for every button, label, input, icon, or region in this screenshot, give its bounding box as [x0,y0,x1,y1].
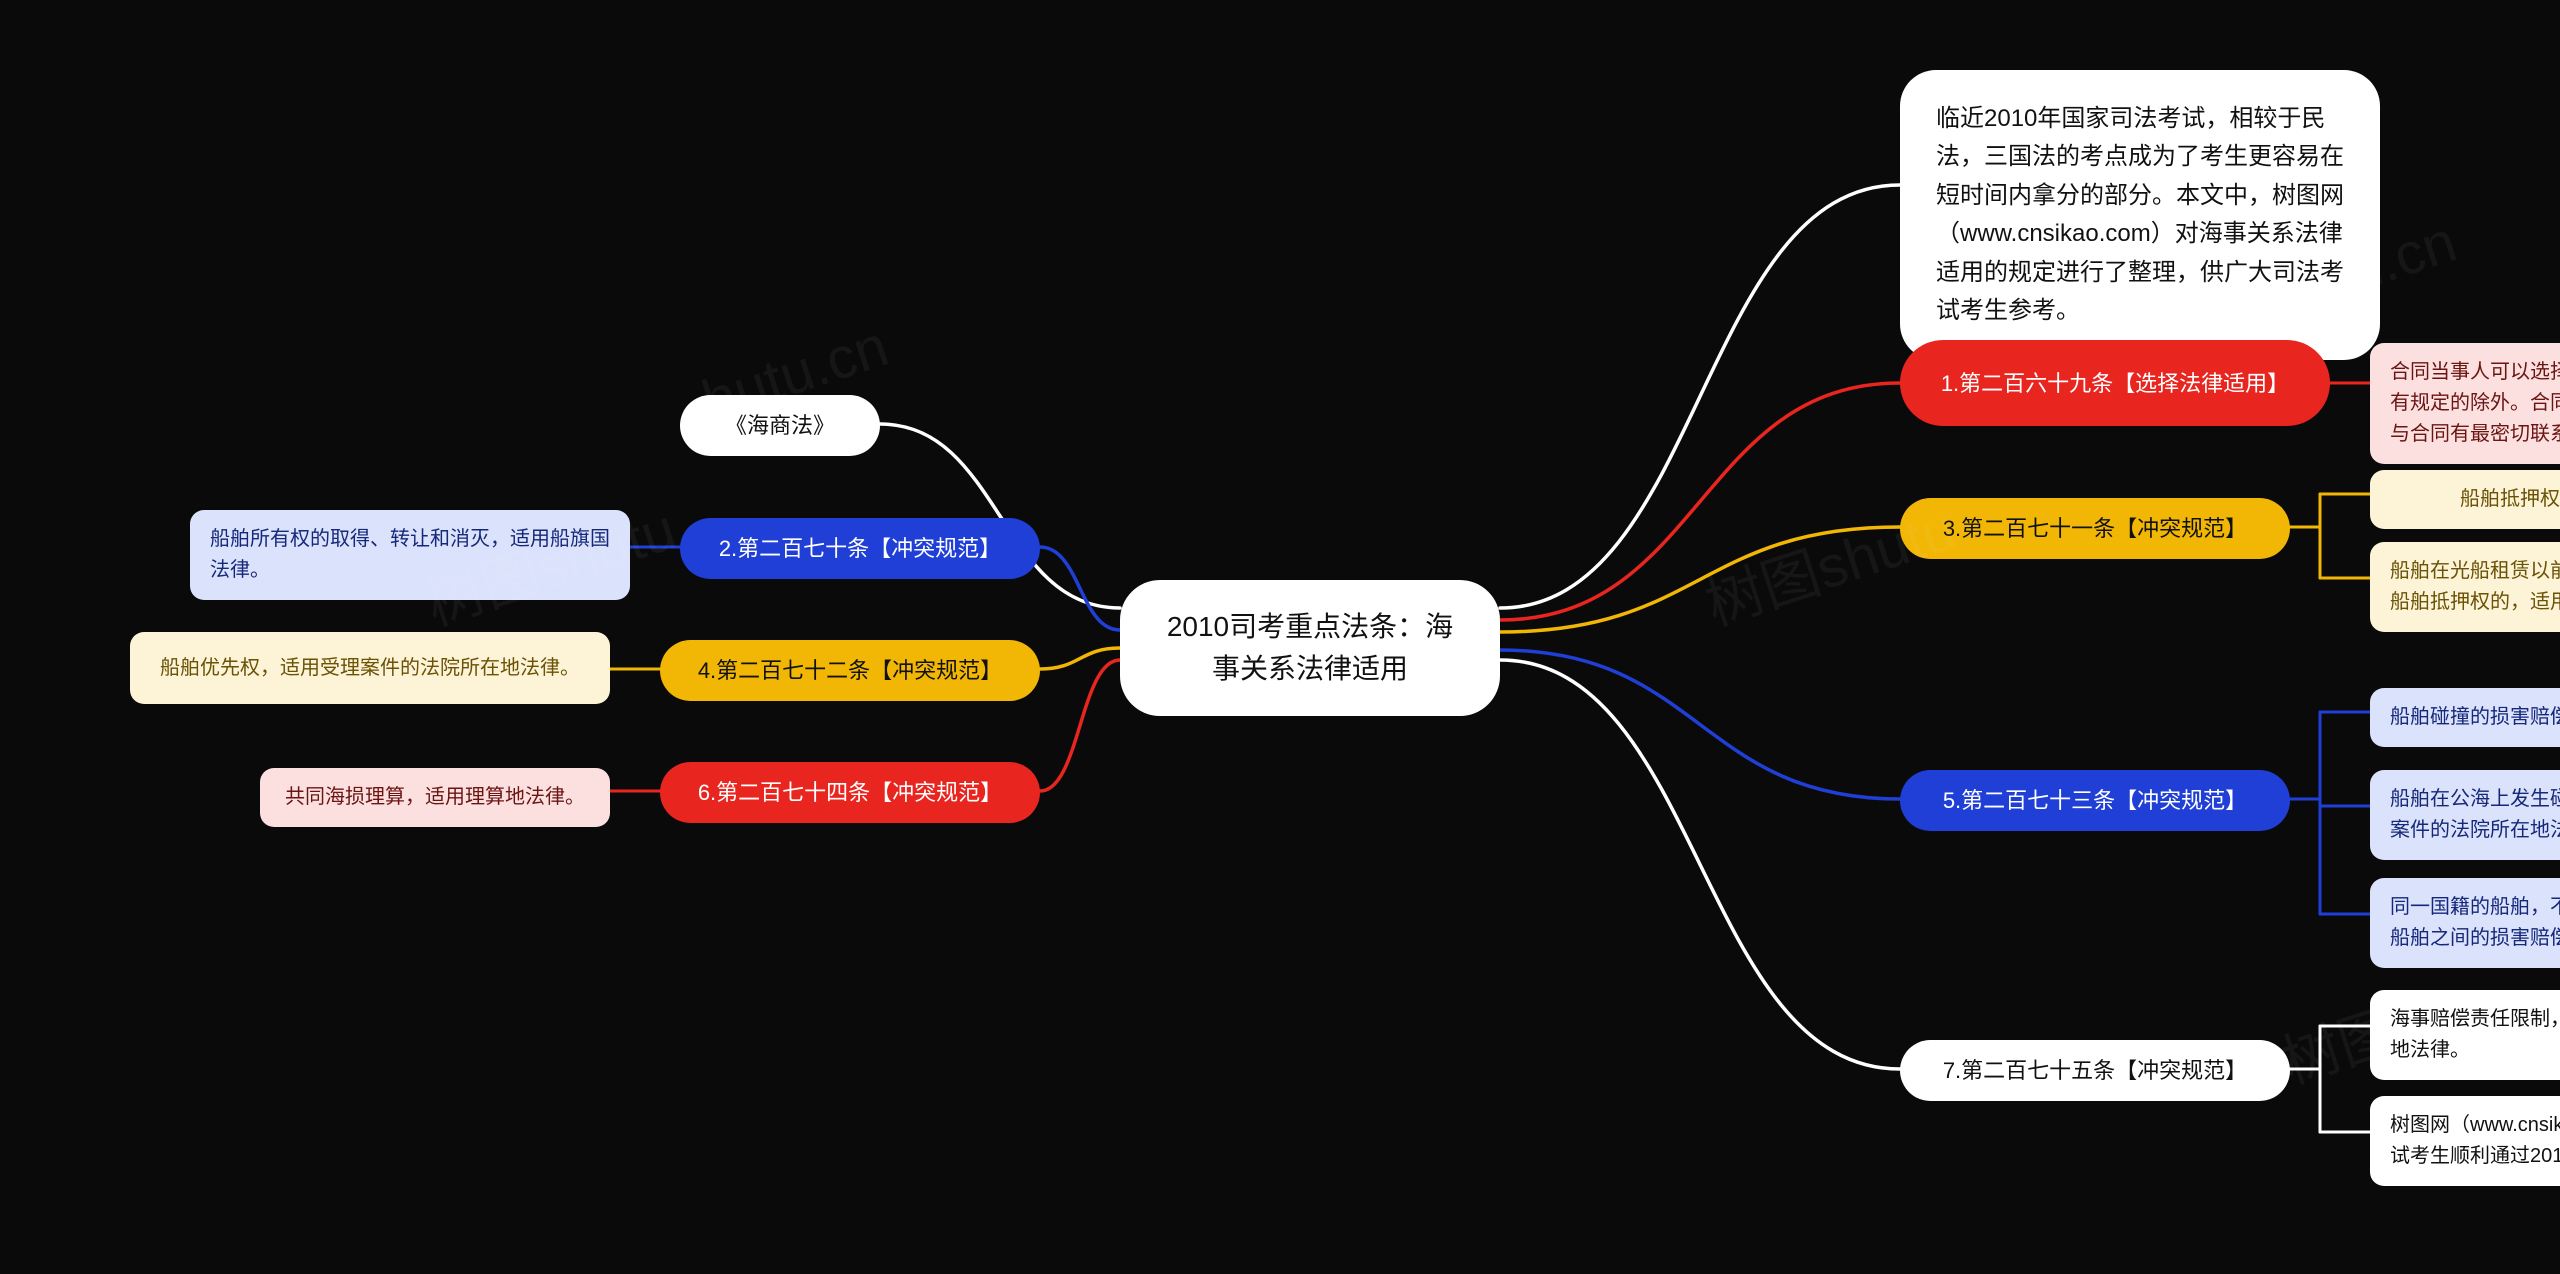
leaf-art273-0: 船舶碰撞的损害赔偿，适用侵权行为地法律。 [2370,688,2560,747]
leaf-art270-0: 船舶所有权的取得、转让和消灭，适用船旗国法律。 [190,510,630,600]
leaf-art271-0: 船舶抵押权适用船旗国法律。 [2370,470,2560,529]
leaf-text: 船舶在光船租赁以前或者光船租赁期间，设立船舶抵押权的，适用原船舶登记国的法律。 [2390,556,2560,618]
branch-art269: 1.第二百六十九条【选择法律适用】 [1900,340,2330,426]
branch-art271: 3.第二百七十一条【冲突规范】 [1900,498,2290,559]
leaf-art273-1: 船舶在公海上发生碰撞的损害赔偿，适用受理案件的法院所在地法律。 [2370,770,2560,860]
leaf-art272-0: 船舶优先权，适用受理案件的法院所在地法律。 [130,632,610,704]
branch-text: 2.第二百七十条【冲突规范】 [719,532,1001,565]
branch-art275: 7.第二百七十五条【冲突规范】 [1900,1040,2290,1101]
branch-text: 临近2010年国家司法考试，相较于民法，三国法的考点成为了考生更容易在短时间内拿… [1936,100,2344,330]
leaf-art274-0: 共同海损理算，适用理算地法律。 [260,768,610,827]
branch-text: 5.第二百七十三条【冲突规范】 [1943,784,2247,817]
leaf-text: 海事赔偿责任限制，适用受理案件的法院所在地法律。 [2390,1004,2560,1066]
leaf-text: 船舶所有权的取得、转让和消灭，适用船旗国法律。 [210,524,610,586]
center-text: 2010司考重点法条：海事关系法律适用 [1162,606,1458,690]
leaf-text: 船舶优先权，适用受理案件的法院所在地法律。 [160,653,580,684]
leaf-text: 合同当事人可以选择合同适用的法律，法律另有规定的除外。合同当事人没有选择的，适用… [2390,357,2560,450]
leaf-text: 船舶碰撞的损害赔偿，适用侵权行为地法律。 [2390,702,2560,733]
branch-text: 《海商法》 [725,409,835,442]
branch-haishangfa: 《海商法》 [680,395,880,456]
branch-art274: 6.第二百七十四条【冲突规范】 [660,762,1040,823]
branch-text: 3.第二百七十一条【冲突规范】 [1943,512,2247,545]
center-node: 2010司考重点法条：海事关系法律适用 [1120,580,1500,716]
leaf-text: 船舶在公海上发生碰撞的损害赔偿，适用受理案件的法院所在地法律。 [2390,784,2560,846]
leaf-art275-1: 树图网（www.cnsikao.com）预祝广大司法考试考生顺利通过2010年国… [2370,1096,2560,1186]
branch-art273: 5.第二百七十三条【冲突规范】 [1900,770,2290,831]
branch-text: 6.第二百七十四条【冲突规范】 [698,776,1002,809]
leaf-art273-2: 同一国籍的船舶，不论碰撞发生于何地，碰撞船舶之间的损害赔偿适用船旗国法律。 [2370,878,2560,968]
leaf-text: 同一国籍的船舶，不论碰撞发生于何地，碰撞船舶之间的损害赔偿适用船旗国法律。 [2390,892,2560,954]
leaf-text: 树图网（www.cnsikao.com）预祝广大司法考试考生顺利通过2010年国… [2390,1110,2560,1172]
leaf-art275-0: 海事赔偿责任限制，适用受理案件的法院所在地法律。 [2370,990,2560,1080]
branch-art270: 2.第二百七十条【冲突规范】 [680,518,1040,579]
leaf-art271-1: 船舶在光船租赁以前或者光船租赁期间，设立船舶抵押权的，适用原船舶登记国的法律。 [2370,542,2560,632]
branch-text: 4.第二百七十二条【冲突规范】 [698,654,1002,687]
branch-text: 1.第二百六十九条【选择法律适用】 [1941,367,2289,400]
leaf-art269-0: 合同当事人可以选择合同适用的法律，法律另有规定的除外。合同当事人没有选择的，适用… [2370,343,2560,464]
branch-art272: 4.第二百七十二条【冲突规范】 [660,640,1040,701]
leaf-text: 共同海损理算，适用理算地法律。 [285,782,585,813]
branch-text: 7.第二百七十五条【冲突规范】 [1943,1054,2247,1087]
leaf-text: 船舶抵押权适用船旗国法律。 [2460,484,2560,515]
branch-intro: 临近2010年国家司法考试，相较于民法，三国法的考点成为了考生更容易在短时间内拿… [1900,70,2380,360]
